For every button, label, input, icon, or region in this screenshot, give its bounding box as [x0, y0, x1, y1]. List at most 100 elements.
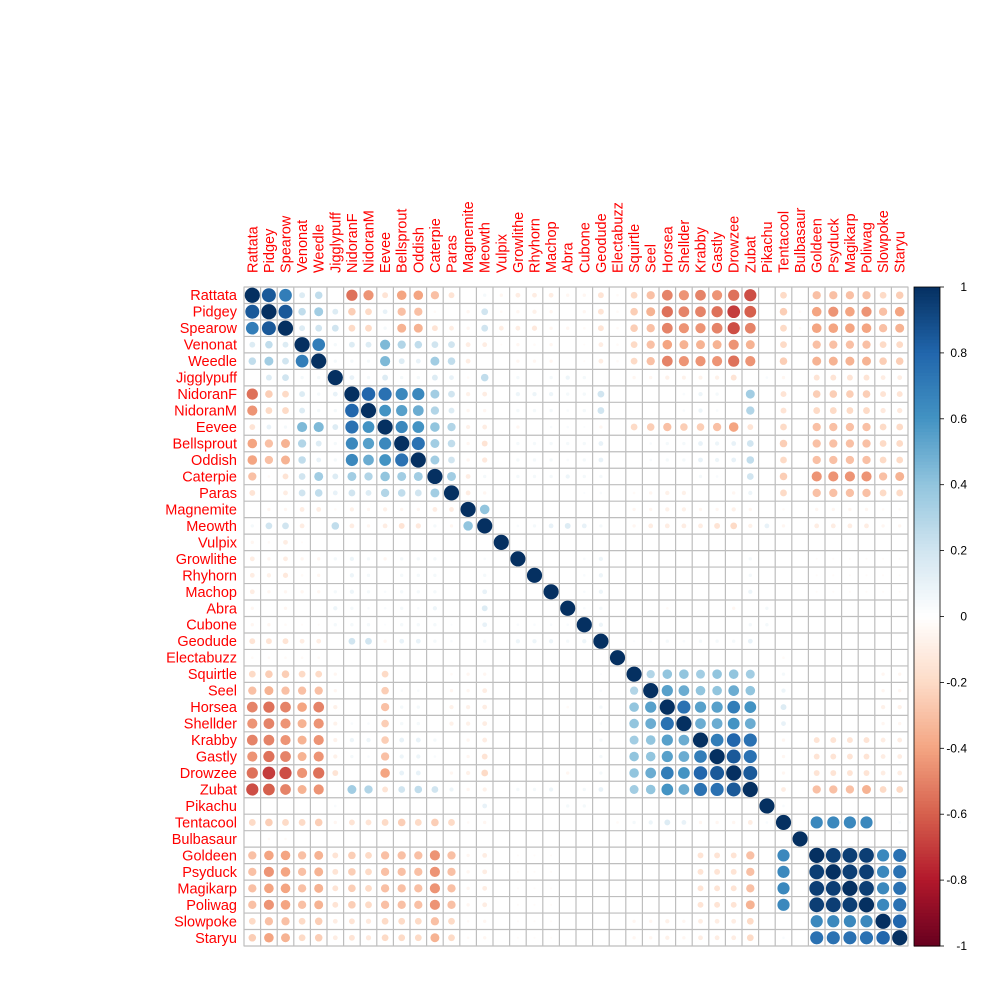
colorbar-segment [914, 712, 940, 716]
corr-circle-Rattata-Meowth [483, 293, 487, 297]
corr-circle-Squirtle-Tentacool [781, 672, 786, 676]
corr-circle-NidoranM-Weedle [317, 408, 321, 413]
colorbar-segment [914, 484, 940, 489]
colorbar-tick-label: -0.8 [946, 873, 967, 887]
corr-circle-Oddish-Paras [448, 456, 455, 464]
corr-circle-NidoranM-Magikarp [846, 407, 854, 414]
corr-circle-Shellder-Bellsprout [400, 721, 404, 726]
corr-circle-Pidgey-Jigglypuff [332, 308, 339, 315]
colorbar-segment [914, 346, 940, 351]
colorbar-segment [914, 537, 940, 542]
corr-circle-Venonat-Squirtle [630, 341, 638, 349]
column-label: Growlithe [511, 212, 527, 273]
corr-circle-Weedle-Rattata [248, 357, 257, 365]
corr-circle-Shellder-Magnemite [465, 721, 471, 726]
corr-circle-Goldeen-Paras [447, 851, 456, 860]
corr-circle-Pidgey-Magikarp [845, 306, 855, 317]
colorbar-segment [914, 313, 940, 318]
corr-circle-Paras-Weedle [314, 489, 323, 497]
corr-circle-Rattata-Magikarp [845, 291, 855, 300]
corr-circle-Bellsprout-Magnemite [466, 441, 470, 446]
corr-circle-Magikarp-Magnemite [466, 886, 470, 891]
corr-circle-Meowth-Gastly [714, 522, 721, 529]
corr-circle-Gastly-Gastly [709, 748, 725, 765]
corr-circle-Tentacool-Oddish [414, 819, 422, 826]
corr-circle-Caterpie-NidoranM [364, 472, 373, 481]
colorbar-segment [914, 926, 940, 931]
corr-circle-Magnemite-Oddish [416, 507, 420, 512]
corr-circle-Bellsprout-Jigglypuff [333, 441, 337, 446]
corr-circle-Weedle-Jigglypuff [333, 359, 337, 363]
corr-circle-Rattata-Staryu [895, 291, 904, 300]
row-label: Magikarp [177, 881, 237, 897]
corr-circle-Eevee-Abra [566, 425, 570, 429]
corr-circle-Slowpoke-Gastly [714, 918, 720, 924]
corr-circle-Rattata-Weedle [314, 291, 323, 300]
corr-circle-NidoranM-Gastly [715, 409, 719, 412]
colorbar-segment [914, 402, 940, 407]
corr-circle-Geodude-Rhyhorn [532, 639, 537, 644]
row-label: NidoranF [177, 387, 237, 403]
colorbar-segment [914, 748, 940, 753]
colorbar-segment [914, 817, 940, 822]
colorbar-segment [914, 718, 940, 723]
corr-circle-Seel-Shellder [678, 685, 690, 696]
corr-circle-Tentacool-NidoranM [365, 819, 372, 826]
corr-circle-NidoranM-Psyduck [829, 407, 837, 414]
corr-circle-Goldeen-Gastly [714, 852, 721, 859]
corr-circle-Spearow-Tentacool [780, 324, 787, 332]
corr-circle-Pidgey-Bulbasaur [798, 310, 802, 314]
corr-circle-Horsea-Squirtle [629, 702, 639, 712]
corr-circle-Magnemite-Gastly [715, 507, 719, 512]
corr-circle-Slowpoke-Zubat [746, 917, 754, 925]
corr-circle-Horsea-Weedle [313, 701, 325, 713]
corr-circle-Psyduck-NidoranF [348, 868, 356, 876]
corr-circle-Tentacool-Drowzee [732, 820, 736, 825]
corr-circle-Zubat-Drowzee [726, 782, 741, 797]
corr-circle-Eevee-Seel [646, 423, 655, 431]
corr-circle-Eevee-Machop [549, 425, 553, 429]
corr-circle-Pidgey-Staryu [894, 306, 905, 317]
column-label: Geodude [594, 213, 610, 273]
corr-circle-Psyduck-Venonat [297, 867, 307, 877]
corr-circle-Tentacool-Pikachu [765, 821, 769, 824]
colorbar-segment [914, 758, 940, 763]
corr-circle-Spearow-Meowth [481, 324, 489, 332]
corr-circle-Jigglypuff-Squirtle [632, 375, 636, 380]
corr-circle-Meowth-Seel [648, 523, 654, 529]
colorbar-segment [914, 929, 940, 934]
corr-circle-Caterpie-Pidgey [267, 475, 271, 478]
corr-circle-Horsea-Jigglypuff [333, 704, 338, 710]
column-label: Goldeen [810, 218, 826, 273]
corr-circle-Electabuzz-Electabuzz [609, 650, 626, 666]
corr-circle-Eevee-Caterpie [430, 422, 440, 432]
corr-circle-Horsea-Spearow [280, 701, 291, 713]
row-label: Weedle [188, 354, 237, 370]
corr-circle-Spearow-Oddish [413, 323, 423, 333]
corr-circle-Caterpie-Machop [549, 474, 553, 479]
corr-circle-Jigglypuff-Spearow [282, 374, 289, 382]
corr-circle-Growlithe-Weedle [317, 557, 321, 561]
corr-circle-Jigglypuff-Abra [565, 375, 570, 380]
corr-circle-Staryu-Spearow [281, 933, 290, 943]
corr-circle-Poliwag-Magnemite [466, 903, 470, 907]
colorbar-segment [914, 801, 940, 805]
corr-circle-Spearow-Electabuzz [616, 326, 619, 330]
corr-circle-Oddish-Pidgey [264, 455, 274, 465]
corr-circle-Rhyhorn-Goldeen [815, 574, 818, 577]
corr-circle-Goldeen-Rattata [248, 851, 257, 860]
corr-circle-Magnemite-Staryu [898, 508, 902, 511]
corr-circle-Rattata-NidoranF [346, 289, 358, 301]
corr-circle-Gastly-Poliwag [863, 753, 870, 760]
corr-circle-Eevee-Shellder [680, 423, 688, 431]
row-label: Caterpie [182, 469, 237, 485]
corr-circle-Paras-Drowzee [732, 491, 736, 495]
column-labels: Rattata Pidgey Spearow Venonat Weedle Jigglyp… [245, 201, 908, 273]
corr-circle-Shellder-Squirtle [629, 718, 639, 729]
color-legend: 1 0.8 0.6 0.4 0.2 0 -0.2 -0.4 -0.6 -0.8 -1 [913, 280, 967, 953]
corr-circle-Goldeen-Eevee [380, 851, 390, 860]
corr-circle-Oddish-Abra [566, 458, 570, 462]
corr-circle-Meowth-Eevee [382, 523, 388, 529]
corr-circle-Rattata-Geodude [597, 292, 604, 299]
corr-circle-Magnemite-Krabby [698, 507, 703, 512]
